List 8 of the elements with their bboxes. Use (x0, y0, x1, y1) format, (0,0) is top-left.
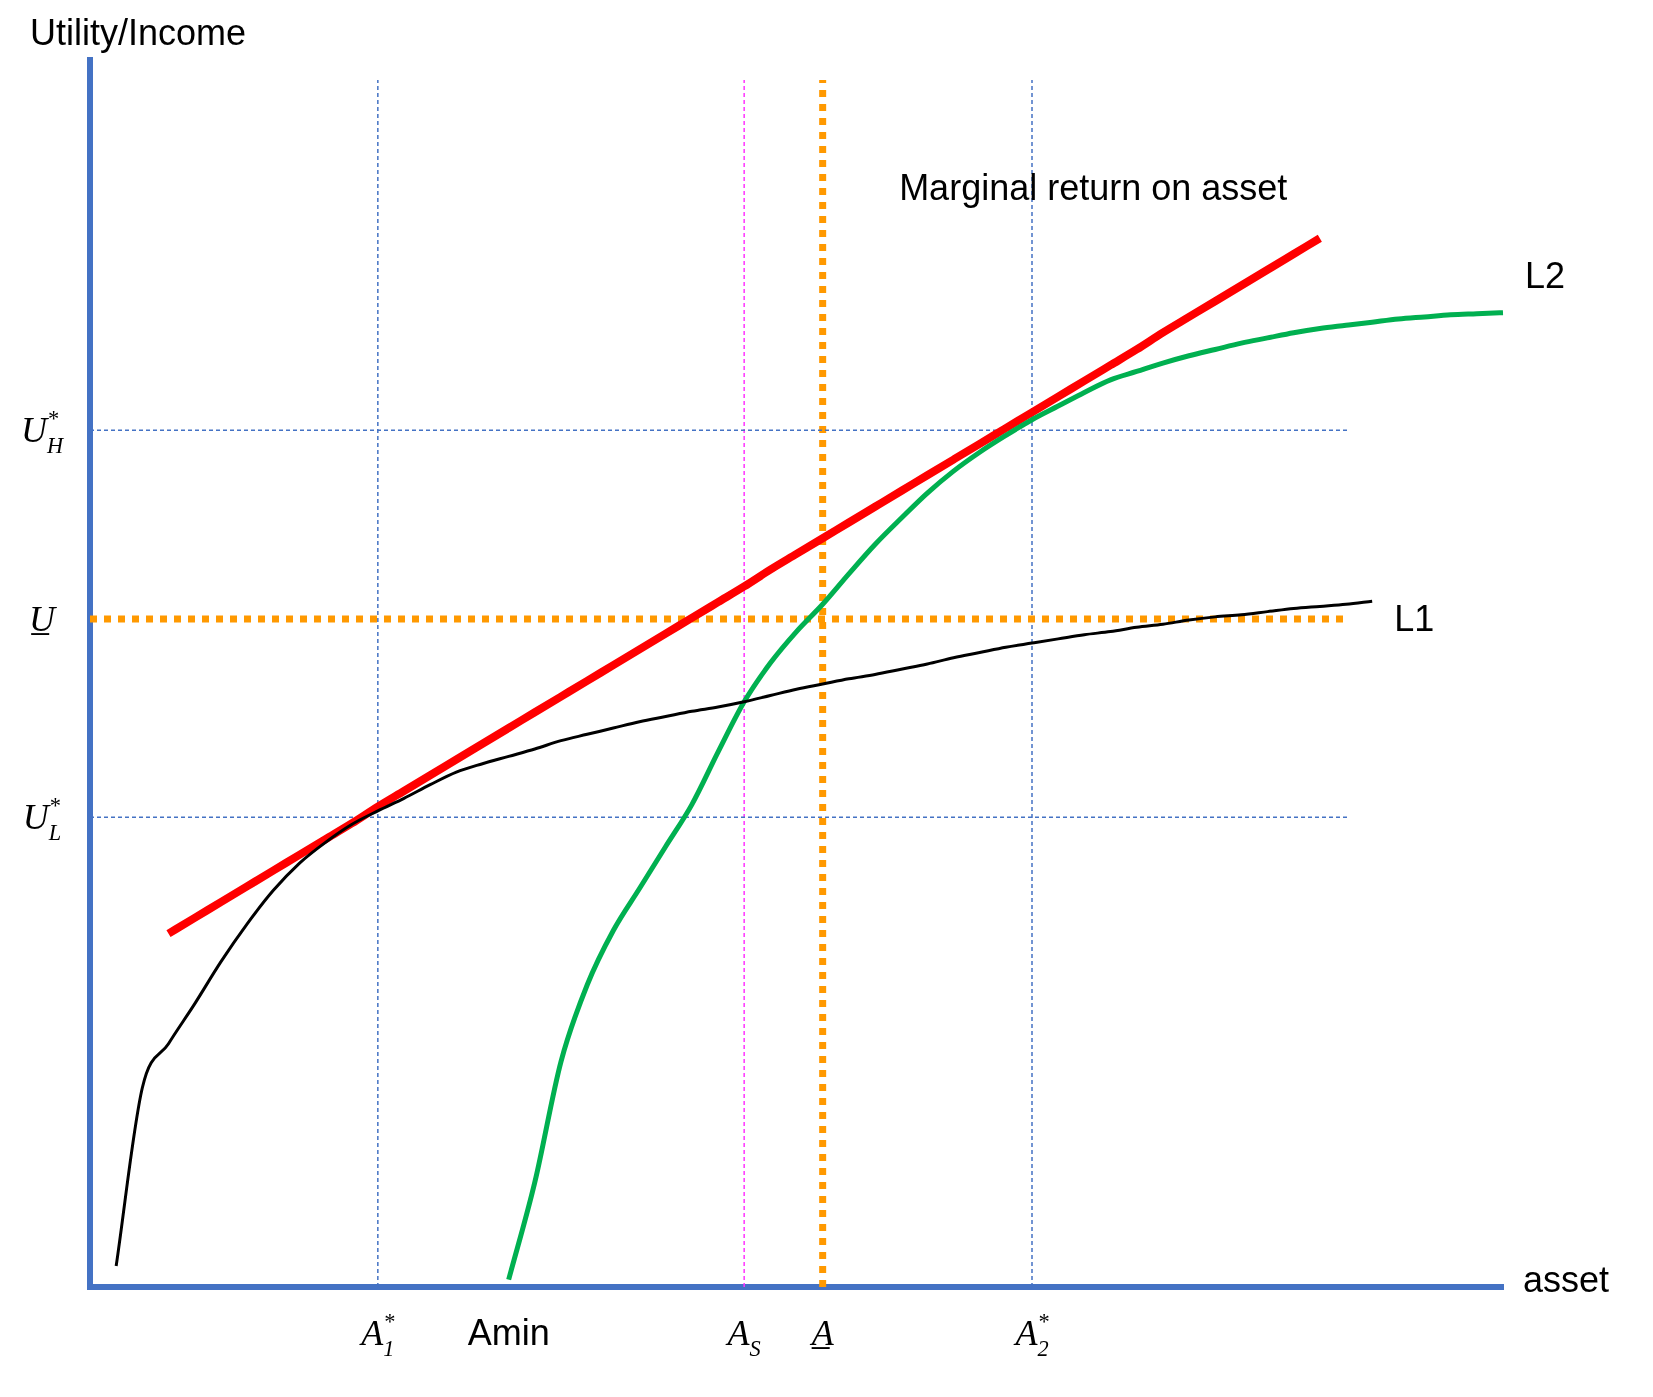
x-tick-label: Amin (467, 1312, 550, 1353)
x-tick-label: A̲ (809, 1313, 835, 1353)
text: Utility/Income (30, 11, 247, 53)
x-axis-title: asset (1523, 1258, 1610, 1300)
series-label: L1 (1394, 598, 1435, 640)
ref-line-label: U̲ (29, 598, 57, 639)
series-label: L2 (1525, 254, 1566, 296)
text: Marginal return on asset (899, 166, 1288, 208)
